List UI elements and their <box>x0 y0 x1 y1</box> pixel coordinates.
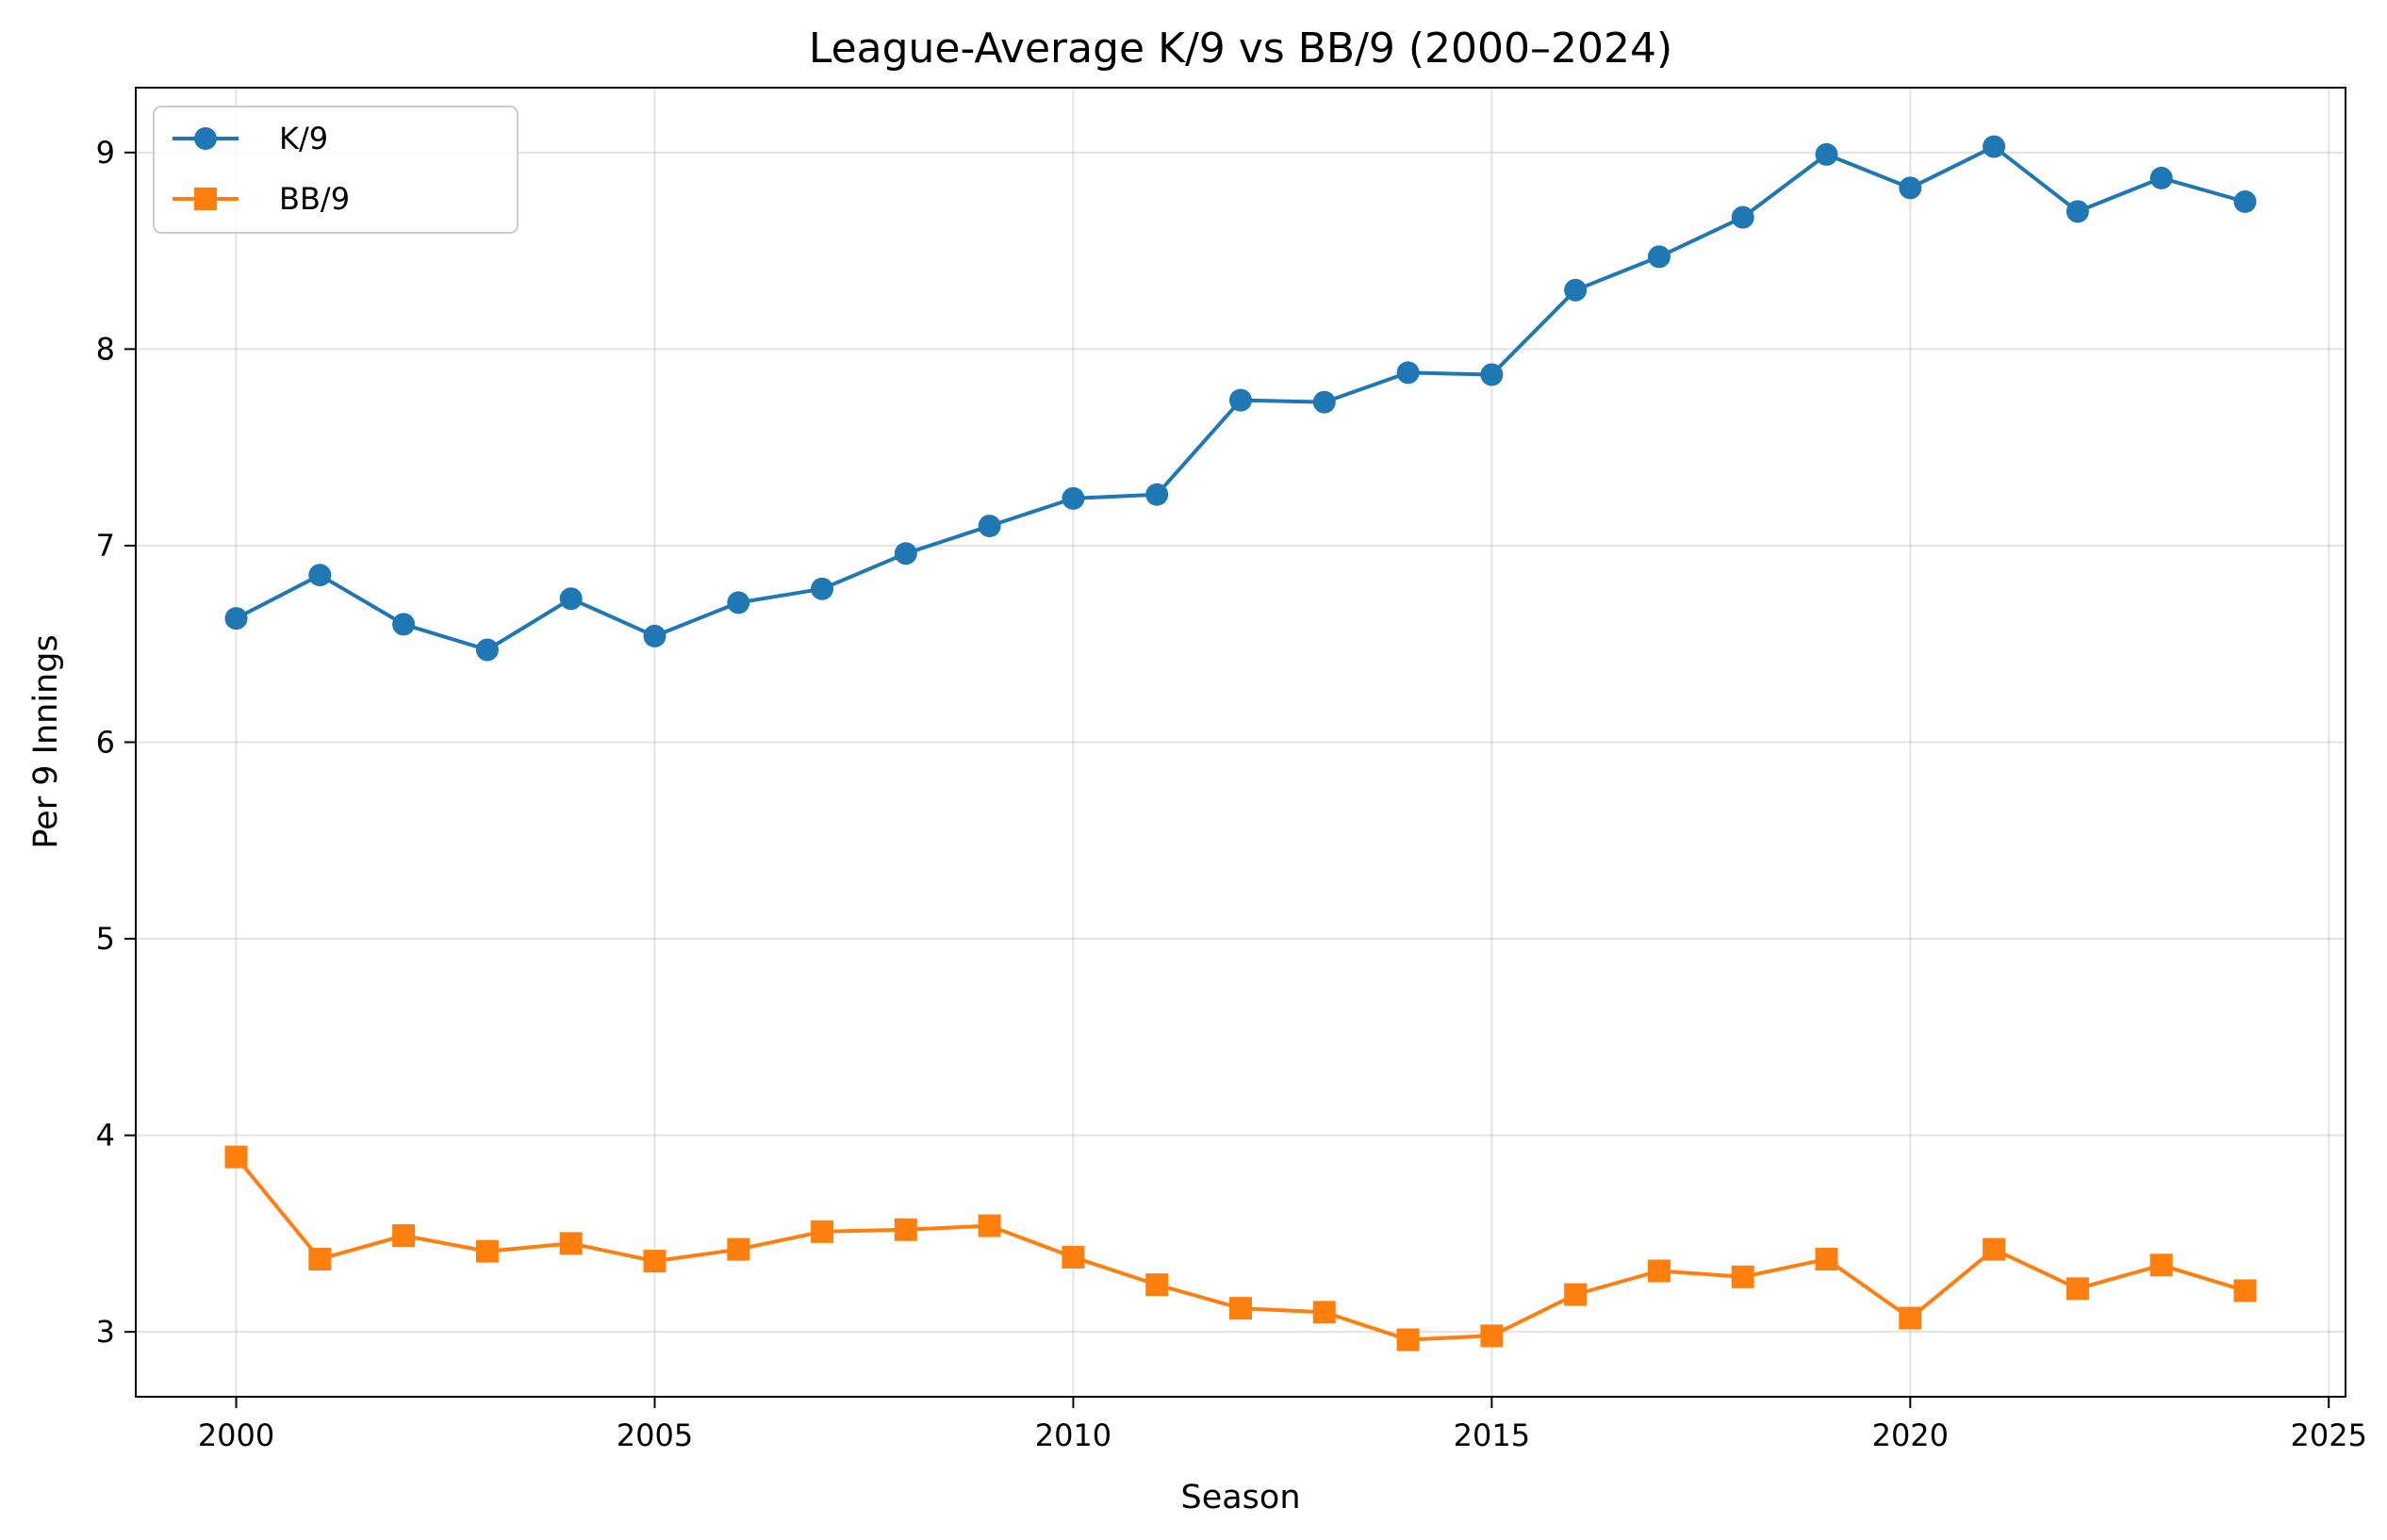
data-point-k9 <box>1396 361 1420 385</box>
chart-title: League-Average K/9 vs BB/9 (2000–2024) <box>809 25 1672 73</box>
y-tick-label: 7 <box>96 528 115 564</box>
data-point-bb9 <box>894 1218 917 1241</box>
data-point-k9 <box>1229 388 1252 412</box>
y-axis-label: Per 9 Innings <box>27 634 65 848</box>
data-point-k9 <box>1815 142 1838 166</box>
legend-k9-marker <box>194 127 217 150</box>
data-point-k9 <box>2233 189 2257 213</box>
x-tick-label: 2010 <box>1035 1417 1111 1453</box>
data-point-k9 <box>978 515 1001 538</box>
data-point-bb9 <box>643 1250 667 1273</box>
data-point-k9 <box>1983 135 2006 158</box>
x-tick-label: 2025 <box>2291 1417 2367 1453</box>
y-axis-ticks: 3 4 5 6 7 8 9 <box>96 135 136 1350</box>
legend: K/9 BB/9 <box>153 106 519 234</box>
x-axis-label: Season <box>1180 1479 1300 1516</box>
data-point-k9 <box>811 577 834 600</box>
series-k9 <box>224 135 2257 662</box>
data-point-k9 <box>1312 390 1336 414</box>
data-point-k9 <box>475 638 499 662</box>
data-point-k9 <box>224 607 248 631</box>
data-point-bb9 <box>308 1248 332 1271</box>
data-point-k9 <box>1731 205 1754 229</box>
y-tick-label: 6 <box>96 725 115 761</box>
data-point-bb9 <box>224 1145 248 1169</box>
data-point-bb9 <box>1062 1245 1085 1269</box>
x-tick-label: 2020 <box>1872 1417 1949 1453</box>
data-point-bb9 <box>392 1223 416 1247</box>
grid-lines <box>136 88 2346 1397</box>
data-point-bb9 <box>1480 1324 1504 1348</box>
x-tick-label: 2005 <box>617 1417 693 1453</box>
data-point-bb9 <box>727 1237 750 1261</box>
data-point-k9 <box>2066 200 2089 223</box>
data-point-bb9 <box>1396 1328 1420 1352</box>
data-point-bb9 <box>1731 1265 1754 1288</box>
data-point-bb9 <box>811 1220 834 1243</box>
x-axis-ticks: 2000 2005 2010 2015 2020 2025 <box>198 1397 2367 1453</box>
data-point-bb9 <box>1312 1301 1336 1324</box>
data-point-k9 <box>1062 486 1085 510</box>
data-point-k9 <box>894 542 917 565</box>
legend-bb9-marker <box>194 188 217 210</box>
data-point-k9 <box>643 624 667 647</box>
data-point-k9 <box>1145 483 1169 506</box>
data-point-k9 <box>308 564 332 587</box>
legend-k9-label: K/9 <box>279 121 328 156</box>
data-point-bb9 <box>559 1232 583 1255</box>
data-point-bb9 <box>1564 1283 1588 1306</box>
series-layer <box>224 135 2257 1352</box>
data-point-bb9 <box>2149 1253 2173 1277</box>
y-tick-label: 5 <box>96 921 115 957</box>
series-bb9 <box>224 1145 2257 1352</box>
y-tick-label: 3 <box>96 1314 115 1350</box>
y-tick-label: 9 <box>96 135 115 171</box>
x-tick-label: 2000 <box>198 1417 274 1453</box>
data-point-k9 <box>559 587 583 611</box>
data-point-k9 <box>1564 278 1588 302</box>
x-tick-label: 2015 <box>1454 1417 1530 1453</box>
legend-bb9-label: BB/9 <box>279 181 350 217</box>
data-point-bb9 <box>475 1239 499 1263</box>
data-point-bb9 <box>1983 1237 2006 1261</box>
data-point-bb9 <box>1145 1273 1169 1297</box>
y-tick-label: 4 <box>96 1118 115 1154</box>
data-point-k9 <box>1647 245 1671 269</box>
data-point-bb9 <box>1229 1297 1252 1320</box>
data-point-k9 <box>1480 363 1504 386</box>
data-point-bb9 <box>2066 1277 2089 1301</box>
data-point-k9 <box>1899 176 1922 200</box>
legend-box <box>153 106 519 234</box>
y-tick-label: 8 <box>96 331 115 367</box>
data-point-bb9 <box>1647 1259 1671 1283</box>
data-point-bb9 <box>978 1214 1001 1237</box>
data-point-k9 <box>2149 166 2173 189</box>
data-point-bb9 <box>2233 1279 2257 1302</box>
data-point-bb9 <box>1899 1306 1922 1330</box>
data-point-k9 <box>392 613 416 636</box>
data-point-bb9 <box>1815 1248 1838 1271</box>
data-point-k9 <box>727 591 750 614</box>
